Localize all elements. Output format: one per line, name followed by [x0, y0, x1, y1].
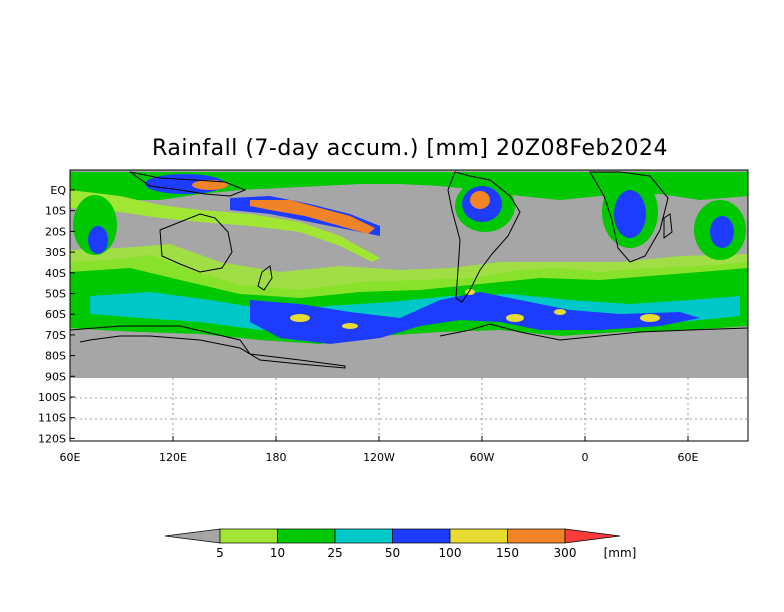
legend-swatch — [219, 528, 278, 544]
color-legend: 5 10 25 50 100 150 300 [mm] — [164, 528, 637, 560]
x-tick-label: 180 — [266, 451, 287, 464]
south-america-outline — [447, 171, 521, 303]
y-tick-label: 80S — [45, 350, 66, 363]
indian-ocean-core — [710, 216, 734, 248]
x-tick-label: 0 — [582, 451, 589, 464]
africa-outline — [589, 171, 669, 263]
coastlines — [69, 171, 749, 369]
legend-swatch — [392, 528, 451, 544]
madagascar-outline — [663, 213, 673, 239]
tropical-band-green — [70, 172, 748, 200]
y-tick-label: 70S — [45, 329, 66, 342]
new-zealand-outline — [257, 265, 273, 291]
legend-threshold-label: 50 — [385, 546, 400, 560]
x-tick-label: 120W — [363, 451, 395, 464]
west-indian-core — [88, 226, 108, 254]
y-tick-label: 30S — [45, 246, 66, 259]
maritime-orange — [192, 180, 228, 190]
legend-threshold-label: 10 — [270, 546, 285, 560]
legend-swatch — [449, 528, 508, 544]
legend-threshold-label: 150 — [496, 546, 519, 560]
legend-units: [mm] — [604, 546, 637, 560]
map-frame — [69, 169, 749, 442]
antarctica-outline — [69, 323, 749, 369]
y-axis: EQ 10S 20S 30S 40S 50S 60S 70S 80S 90S 100S 110S 120… — [38, 184, 75, 445]
gridlines — [70, 378, 748, 441]
legend-threshold-label: 300 — [554, 546, 577, 560]
legend-swatch — [507, 528, 566, 544]
x-tick-label: 120E — [159, 451, 187, 464]
amazon-rain-hot — [470, 191, 490, 209]
x-tick-label: 60E — [60, 451, 81, 464]
legend-arrow-low — [164, 528, 221, 544]
x-tick-label: 60E — [678, 451, 699, 464]
y-tick-label: 110S — [38, 412, 66, 425]
x-tick-label: 60W — [470, 451, 495, 464]
y-tick-label: 60S — [45, 308, 66, 321]
y-tick-label: 20S — [45, 225, 66, 238]
x-axis: 60E 120E 180 120W 60W 0 60E — [60, 436, 699, 464]
y-tick-label: 50S — [45, 288, 66, 301]
storm-belt-lightgreen — [70, 244, 748, 298]
legend-threshold-label: 100 — [439, 546, 462, 560]
australia-outline — [159, 213, 233, 273]
storm-belt-spots — [290, 289, 660, 329]
legend-arrow-high — [564, 528, 621, 544]
legend-threshold-label: 5 — [216, 546, 224, 560]
y-tick-label: 90S — [45, 370, 66, 383]
y-tick-label: 120S — [38, 432, 66, 445]
y-tick-label: 10S — [45, 205, 66, 218]
africa-rain-core — [614, 190, 646, 238]
y-tick-label: EQ — [50, 184, 66, 197]
y-tick-label: 100S — [38, 391, 66, 404]
legend-swatch — [334, 528, 393, 544]
tropical-band-light — [70, 190, 380, 262]
legend-threshold-label: 25 — [327, 546, 342, 560]
se-asia-outline — [129, 171, 247, 197]
spcz-orange — [250, 200, 375, 234]
legend-swatch — [277, 528, 336, 544]
chart-title: Rainfall (7-day accum.) [mm] 20Z08Feb202… — [152, 136, 668, 161]
y-tick-label: 40S — [45, 267, 66, 280]
storm-belt-blue — [250, 292, 700, 344]
